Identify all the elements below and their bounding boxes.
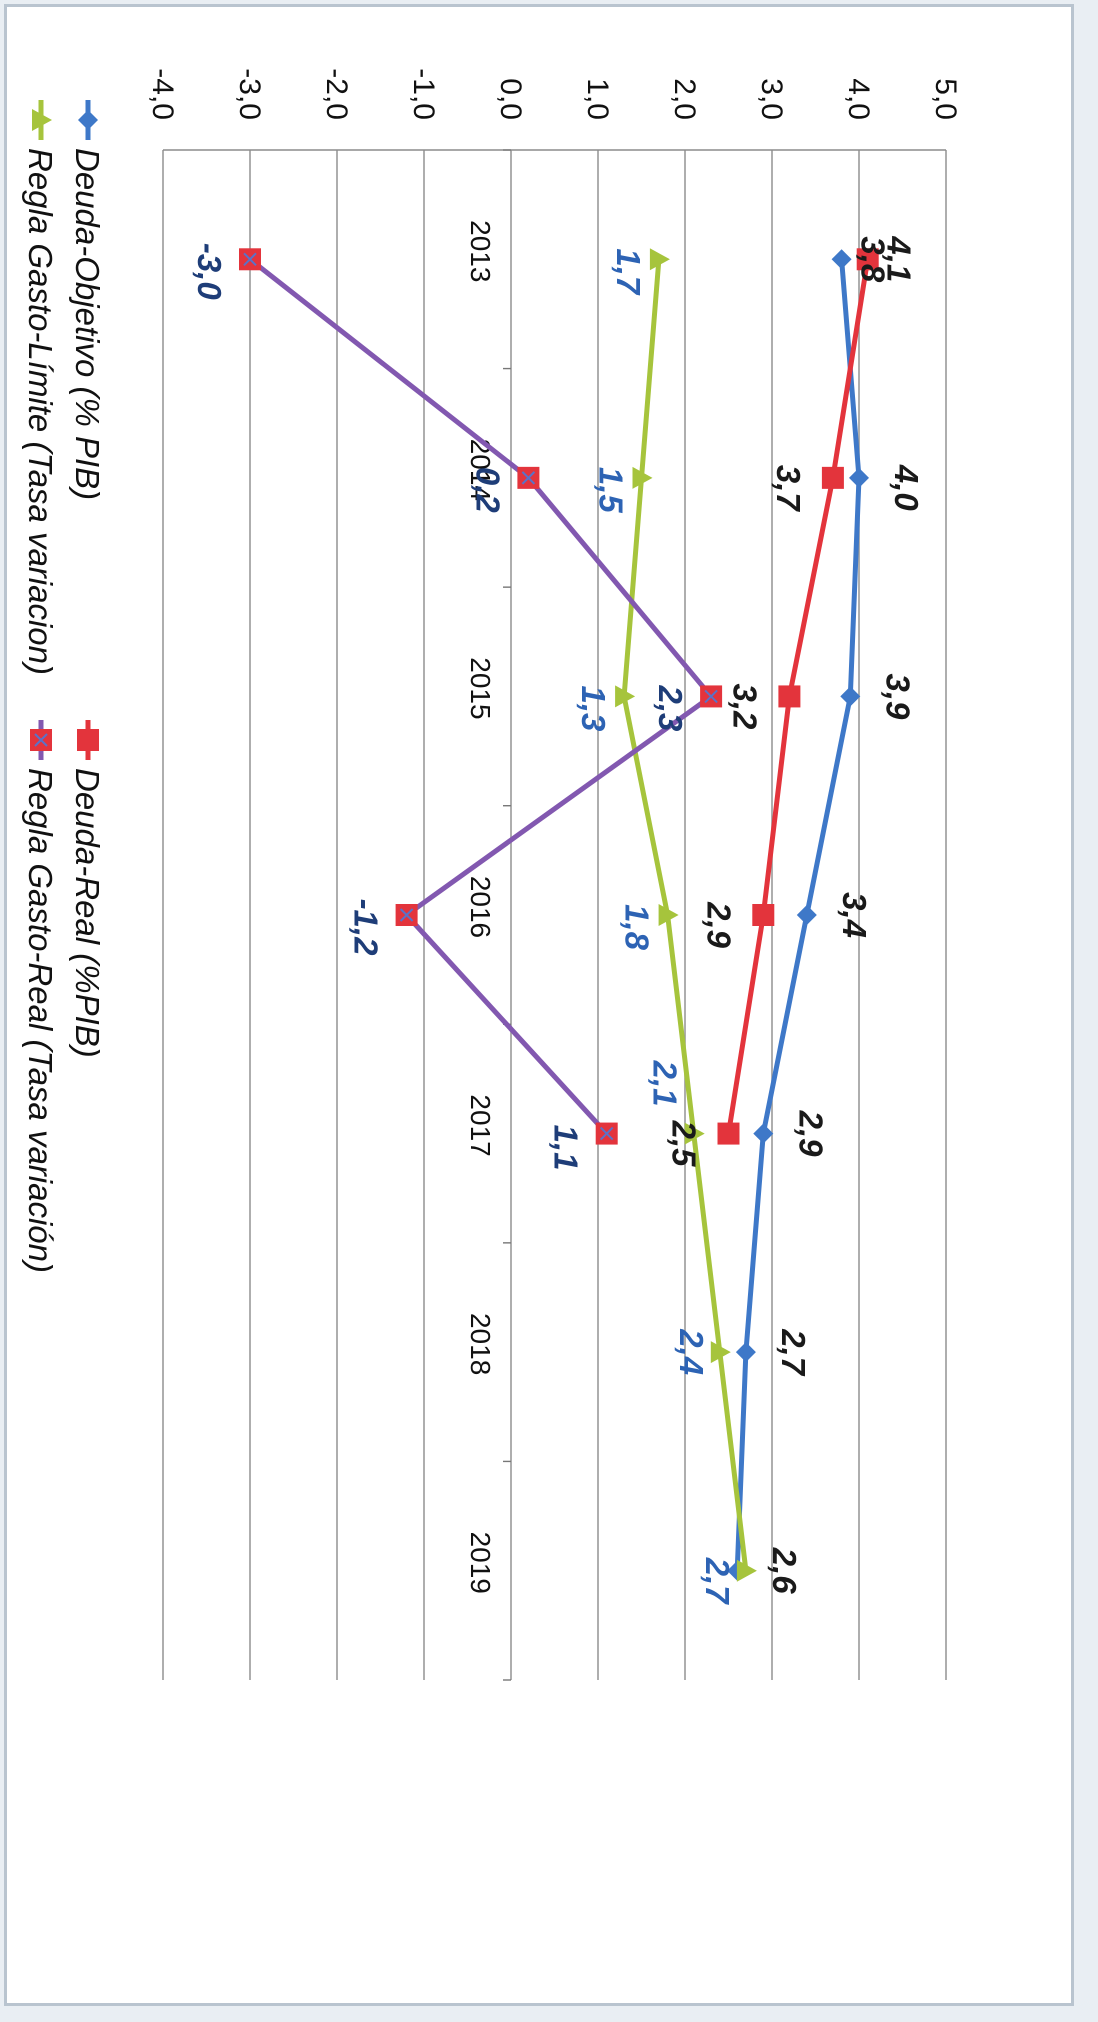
square-marker (778, 685, 801, 708)
data-label: 2,7 (699, 1557, 736, 1606)
square-marker (77, 729, 99, 751)
data-label: 3,8 (855, 236, 892, 283)
x-mark (704, 689, 718, 704)
data-label: -3,0 (191, 243, 228, 301)
diamond-marker (735, 1342, 756, 1363)
data-label: 2,1 (647, 1060, 684, 1107)
diamond-marker (840, 686, 861, 707)
data-label: 4,1 (881, 235, 918, 282)
data-label: 2,7 (775, 1328, 812, 1377)
axes: -4,0 -3,0 -2,0 -1,0 0,0 1,0 2,0 3,0 4,0 5,0 2013 20… (146, 68, 962, 1681)
triangle-marker (632, 466, 653, 489)
data-label: 1,1 (548, 1125, 585, 1171)
x-mark (521, 471, 536, 485)
series-deuda-objetivo-pib- (727, 249, 869, 1581)
triangle-marker (615, 685, 636, 708)
x-mark (399, 908, 414, 922)
data-label: 2,6 (766, 1547, 803, 1595)
data-labels: 3,8 4,0 3,9 3,4 2,9 2,7 2,6 4,1 3,7 3,2 2,9 2,5 1,7 1… (191, 235, 925, 1605)
x-mark (243, 252, 257, 266)
data-label: 2,9 (700, 901, 737, 949)
y-tick-label: 1,0 (581, 78, 614, 120)
diamond-marker (78, 110, 98, 130)
triangle-marker (649, 248, 670, 271)
legend-entry: Deuda-Objetivo (% PIB) (69, 100, 106, 500)
legend-label: Deuda-Real (%PIB) (69, 768, 106, 1058)
legend-entry: Regla Gasto-Real (Tasa variación) (22, 720, 59, 1273)
gridlines (162, 150, 947, 1680)
category-label: 2019 (465, 1532, 496, 1594)
data-label: 1,5 (593, 467, 630, 514)
category-label: 2018 (465, 1313, 496, 1375)
triangle-marker (32, 109, 52, 131)
y-tick-label: -3,0 (233, 68, 266, 120)
y-tick-label: 4,0 (842, 78, 875, 120)
data-label: 2,9 (792, 1110, 829, 1158)
data-label: 2,3 (652, 684, 689, 731)
data-label: -1,2 (348, 899, 385, 957)
data-label: 1,8 (619, 904, 656, 951)
data-label: 3,4 (836, 892, 873, 938)
data-label: 4,0 (888, 464, 925, 512)
data-label: 1,7 (610, 248, 647, 296)
data-label: 0,2 (469, 467, 506, 514)
data-label: 1,3 (575, 685, 612, 731)
legend-entry: Deuda-Real (%PIB) (69, 720, 106, 1058)
data-label: 3,2 (726, 683, 763, 730)
legend-entry: Regla Gasto-Límite (Tasa variacion) (22, 100, 59, 675)
diamond-marker (831, 249, 852, 270)
category-label: 2013 (465, 220, 496, 282)
legend: Deuda-Objetivo (% PIB) Regla Gasto-Límite… (22, 100, 106, 1273)
square-marker (856, 248, 879, 271)
y-tick-label: 3,0 (755, 78, 788, 120)
y-tick-label: 0,0 (494, 78, 527, 120)
x-mark (599, 1126, 614, 1141)
y-tick-label: 2,0 (668, 78, 701, 120)
data-label: 2,5 (666, 1120, 703, 1168)
diamond-marker (796, 905, 817, 925)
series-layer (239, 248, 879, 1582)
legend-label: Regla Gasto-Límite (Tasa variacion) (22, 148, 59, 675)
category-label: 2017 (465, 1094, 496, 1156)
data-label: 3,9 (879, 673, 916, 720)
y-tick-label: -1,0 (407, 68, 440, 120)
square-marker (752, 904, 775, 926)
triangle-marker (710, 1341, 731, 1364)
triangle-marker (736, 1559, 757, 1582)
series-deuda-real-pib- (717, 248, 879, 1145)
triangle-marker (658, 904, 679, 926)
y-tick-label: 5,0 (929, 78, 962, 120)
category-label: 2016 (465, 876, 496, 938)
legend-label: Deuda-Objetivo (% PIB) (69, 148, 106, 500)
chart-frame (4, 4, 1074, 2006)
triangle-marker (684, 1122, 705, 1145)
data-label: 2,4 (673, 1328, 710, 1375)
series-regla-gasto-real-tasa-variaci-n- (239, 248, 723, 1145)
data-label: 3,7 (770, 465, 807, 513)
y-tick-label: -2,0 (320, 68, 353, 120)
category-label: 2015 (465, 657, 496, 719)
series-regla-gasto-l-mite-tasa-variacion- (615, 248, 757, 1582)
square-marker (717, 1122, 740, 1145)
legend-label: Regla Gasto-Real (Tasa variación) (22, 768, 59, 1273)
square-marker (821, 466, 844, 489)
y-tick-label: -4,0 (146, 68, 179, 120)
x-mark (34, 733, 48, 747)
diamond-marker (849, 467, 869, 488)
diamond-marker (753, 1123, 774, 1144)
